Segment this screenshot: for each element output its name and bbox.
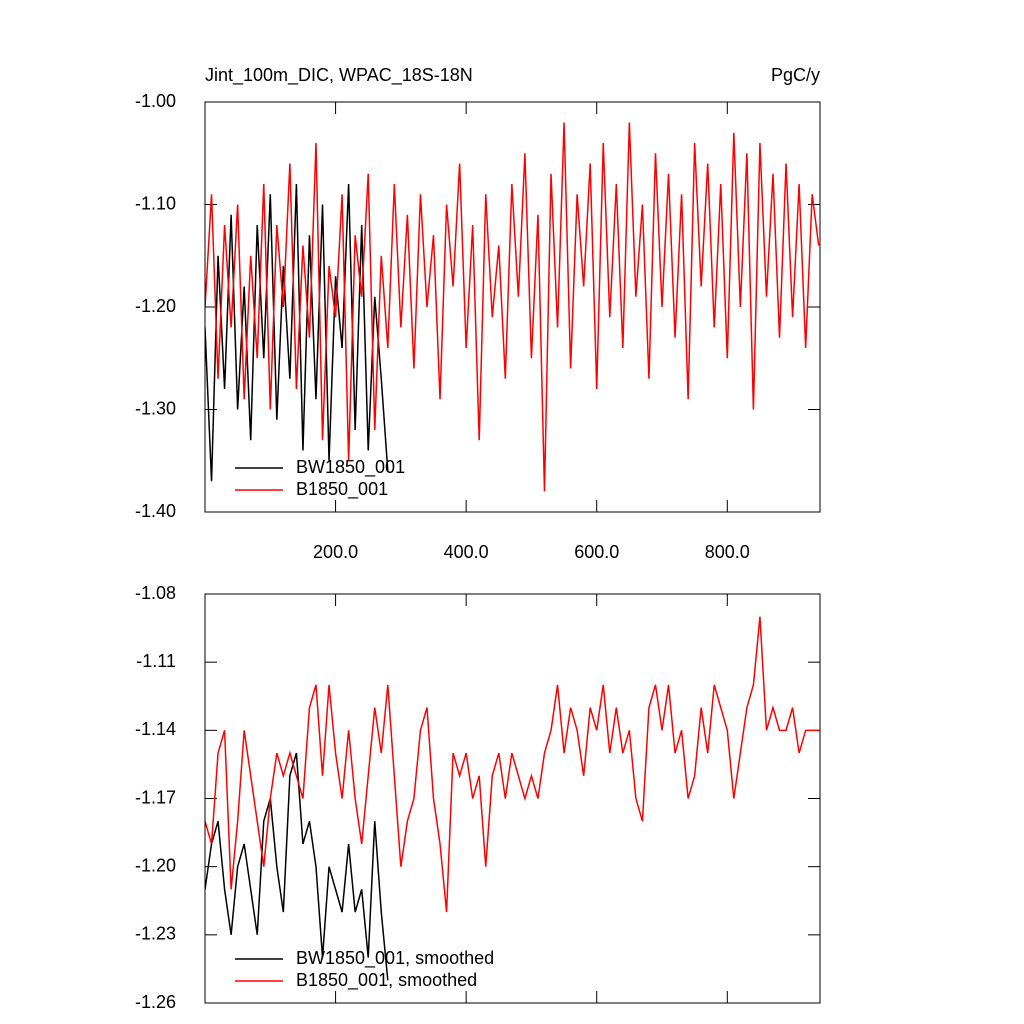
series-line	[205, 752, 389, 981]
y-tick-label: -1.23	[135, 924, 176, 944]
plot-frame	[204, 101, 821, 513]
x-tick-label: 800.0	[705, 542, 750, 562]
y-tick-label: -1.40	[135, 501, 176, 521]
y-units: PgC/y	[771, 65, 820, 85]
x-tick-label: 600.0	[574, 542, 619, 562]
legend-label: BW1850_001	[296, 457, 405, 478]
y-tick-label: -1.17	[135, 787, 176, 807]
legend-label: BW1850_001, smoothed	[296, 948, 494, 969]
y-tick-label: -1.30	[135, 398, 176, 418]
y-tick-label: -1.00	[135, 91, 176, 111]
y-tick-label: -1.20	[135, 855, 176, 875]
y-tick-label: -1.11	[136, 651, 176, 671]
x-tick-label: 200.0	[313, 542, 358, 562]
plot-frame	[204, 593, 821, 1004]
series-line	[205, 183, 389, 482]
series-line	[205, 122, 820, 492]
y-tick-label: -1.14	[135, 719, 176, 739]
y-tick-label: -1.08	[135, 583, 176, 603]
x-tick-label: 400.0	[444, 542, 489, 562]
y-tick-label: -1.26	[135, 992, 176, 1012]
legend-label: B1850_001	[296, 479, 388, 500]
y-tick-label: -1.10	[135, 193, 176, 213]
series-line	[205, 616, 819, 913]
y-tick-label: -1.20	[135, 296, 176, 316]
legend-label: B1850_001, smoothed	[296, 970, 477, 991]
chart-title: Jint_100m_DIC, WPAC_18S-18N	[205, 65, 473, 86]
